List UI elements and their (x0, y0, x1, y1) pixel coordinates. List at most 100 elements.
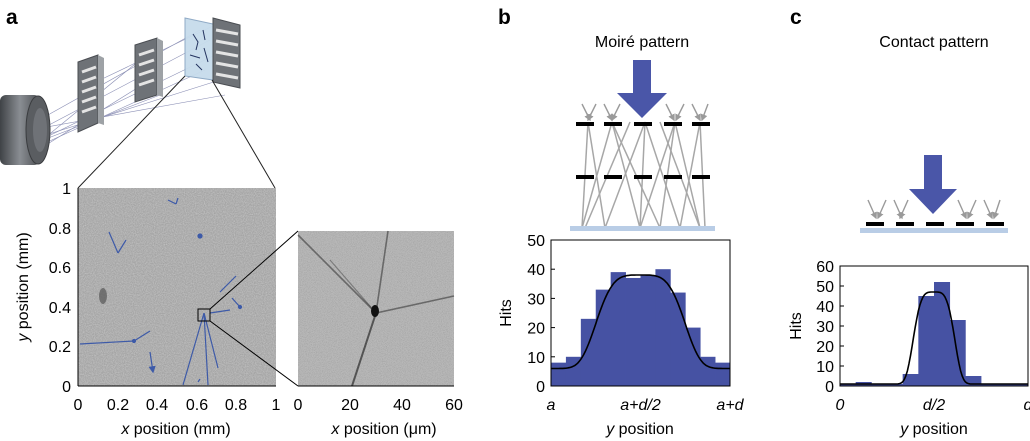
detector-c (860, 228, 1008, 233)
x-ticks-a-main: 0 0.2 0.4 0.6 0.8 1 (74, 397, 281, 414)
y-tick-label: 0 (825, 379, 834, 396)
x-tick-label: 20 (341, 397, 359, 414)
histogram-bar (670, 292, 686, 386)
x-axis-label-a-zoom: x position (μm) (330, 421, 436, 438)
panel-label-a: a (6, 6, 18, 29)
x-axis-var: x (330, 421, 340, 438)
histogram-bar (902, 374, 919, 386)
histogram-bar (551, 362, 567, 386)
bars-b (551, 269, 731, 386)
incident-rays-b (581, 103, 709, 122)
micrograph-grain (78, 188, 276, 386)
x-tick-label: 0 (836, 397, 845, 414)
x-ticks-c: 0 d/2 d (836, 397, 1030, 414)
vertex-blob (371, 305, 379, 317)
y-tick-label: 50 (527, 233, 545, 250)
histogram-bar (965, 376, 982, 386)
panel-label-b: b (498, 6, 511, 29)
moire-schematic: Moiré pattern (570, 34, 715, 231)
histogram-bar (981, 384, 998, 386)
y-tick-label: 0.2 (49, 339, 71, 356)
plot-frame-b (550, 239, 731, 387)
contact-schematic: Contact pattern (860, 34, 1008, 233)
x-tick-label: 0 (294, 397, 303, 414)
fit-curve-b (551, 274, 730, 370)
x-axis-label-a-main: x position (mm) (120, 421, 230, 438)
y-tick-label: 0.6 (49, 260, 71, 277)
x-axis-rest: position (614, 421, 674, 438)
y-axis-label-c: Hits (788, 312, 805, 340)
x-tick-label: 40 (393, 397, 411, 414)
x-tick-label: 0.8 (225, 397, 247, 414)
histogram-b: 0 10 20 30 40 50 a a+d/2 a+d Hits y position (498, 233, 745, 438)
y-tick-label: 60 (816, 259, 834, 276)
x-ticks-a-zoom: 0 20 40 60 (294, 397, 463, 414)
bars-c (840, 282, 1029, 386)
x-axis-label-b: y position (605, 421, 674, 438)
y-tick-label: 50 (816, 279, 834, 296)
emulsion-plate (184, 17, 214, 81)
x-tick-label: a+d/2 (620, 397, 661, 414)
zoom-link-bottom (209, 320, 299, 387)
incident-rays-c (867, 199, 1001, 220)
histogram-c: 0 10 20 30 40 50 60 0 d/2 d Hits y position (788, 259, 1030, 438)
micrograph-main: 0 0.2 0.4 0.6 0.8 1 0 0.2 0.4 0.6 0.8 1 … (15, 181, 299, 438)
histogram-bar (640, 275, 656, 386)
title-b: Moiré pattern (595, 34, 689, 51)
y-tick-label: 0 (62, 379, 71, 396)
axes-a-main (77, 188, 276, 387)
y-axis-rest: position (mm) (15, 232, 32, 333)
y-tick-label: 0.8 (49, 221, 71, 238)
x-axis-var: y (605, 421, 615, 438)
y-tick-label: 30 (527, 291, 545, 308)
y-axis-label-a-main: y position (mm) (15, 232, 32, 342)
zoom-link-top (209, 230, 299, 310)
histogram-bar (996, 384, 1013, 386)
histogram-bar (655, 269, 671, 386)
particle-tracks (79, 197, 243, 386)
histogram-bar (625, 277, 641, 386)
zoom-box (197, 308, 211, 322)
histogram-bar (685, 327, 701, 386)
y-ticks-c: 0 10 20 30 40 50 60 (816, 259, 844, 396)
y-tick-label: 40 (527, 262, 545, 279)
setup-illustration (0, 17, 276, 189)
y-tick-label: 0 (536, 379, 545, 396)
x-axis-rest: position (μm) (339, 421, 436, 438)
x-ticks-b: a a+d/2 a+d (547, 397, 745, 414)
y-axis-var: y (15, 333, 32, 343)
x-axis-var: x (120, 421, 130, 438)
y-tick-label: 20 (527, 321, 545, 338)
x-tick-label: 0.2 (107, 397, 129, 414)
y-ticks-b: 0 10 20 30 40 50 (527, 233, 555, 396)
source-inner (33, 108, 47, 152)
x-tick-label: 60 (445, 397, 463, 414)
x-tick-label: a (547, 397, 556, 414)
y-tick-label: 40 (816, 299, 834, 316)
zoom-line-right (211, 79, 276, 189)
detector-b (570, 226, 715, 231)
histogram-bar (871, 384, 888, 386)
y-tick-label: 20 (816, 339, 834, 356)
x-tick-label: a+d (716, 397, 744, 414)
histogram-bar (1012, 384, 1029, 386)
y-tick-label: 10 (527, 350, 545, 367)
x-tick-label: d/2 (923, 397, 945, 414)
histogram-bar (610, 272, 626, 386)
y-tick-label: 0.4 (49, 300, 71, 317)
beam-arrow-b (617, 60, 667, 118)
x-tick-label: d (1024, 397, 1030, 414)
fit-curve-c (840, 291, 1028, 385)
panel-label-c: c (790, 6, 802, 29)
histogram-bar (840, 384, 857, 386)
x-axis-rest: position (mm) (129, 421, 230, 438)
gratings-b (576, 122, 710, 179)
y-tick-label: 10 (816, 359, 834, 376)
x-axis-var: y (899, 421, 909, 438)
histogram-bar (934, 282, 951, 386)
grating-1 (77, 54, 104, 133)
title-c: Contact pattern (879, 34, 988, 51)
histogram-bar (887, 384, 904, 386)
x-tick-label: 0.4 (146, 397, 168, 414)
